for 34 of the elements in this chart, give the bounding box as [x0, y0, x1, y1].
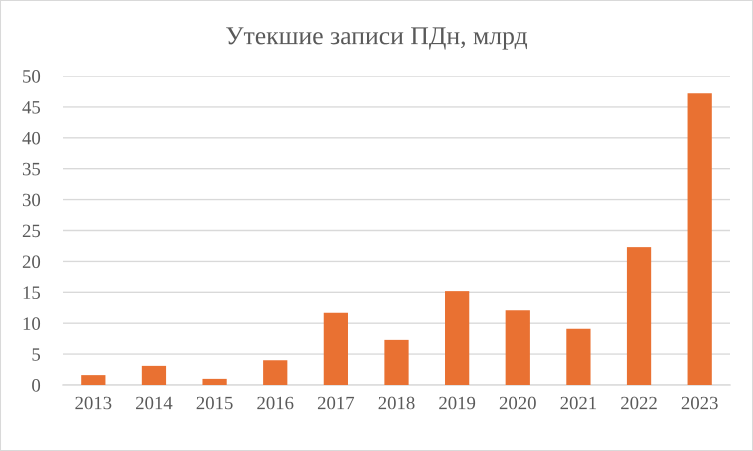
bar — [263, 360, 288, 385]
x-tick-label: 2017 — [318, 396, 354, 410]
y-tick-label: 10 — [24, 317, 40, 330]
y-tick-label: 20 — [22, 255, 40, 268]
x-tick-label: 2013 — [75, 396, 112, 410]
y-tick-label: 0 — [32, 379, 40, 392]
y-tick-label: 15 — [24, 286, 40, 299]
x-tick-label: 2020 — [500, 396, 536, 410]
x-tick-label: 2021 — [560, 396, 596, 410]
x-tick-label: 2015 — [196, 396, 233, 410]
x-tick-label: 2022 — [621, 396, 657, 410]
bar — [506, 310, 530, 385]
y-tick-label: 40 — [22, 132, 40, 144]
bar — [142, 366, 166, 385]
bar — [445, 291, 470, 385]
y-tick-label: 45 — [22, 101, 40, 114]
y-tick-label: 5 — [32, 348, 40, 361]
bar — [626, 247, 652, 385]
y-tick-label: 25 — [22, 224, 40, 238]
bar — [202, 378, 227, 385]
x-tick-label: 2019 — [439, 396, 476, 410]
y-tick-label: 35 — [22, 162, 40, 176]
bar — [384, 340, 409, 385]
y-tick-label: 50 — [23, 70, 40, 83]
bar — [81, 375, 106, 385]
bar — [324, 312, 348, 385]
x-tick-label: 2018 — [378, 396, 415, 410]
x-tick-label: 2014 — [136, 396, 172, 410]
bar — [688, 93, 712, 385]
x-tick-label: 2023 — [682, 396, 718, 410]
y-tick-label: 30 — [22, 194, 40, 206]
x-tick-label: 2016 — [257, 396, 294, 410]
chart-title: Утекшие записи ПДн, млрд — [226, 27, 528, 50]
bar — [566, 328, 591, 385]
